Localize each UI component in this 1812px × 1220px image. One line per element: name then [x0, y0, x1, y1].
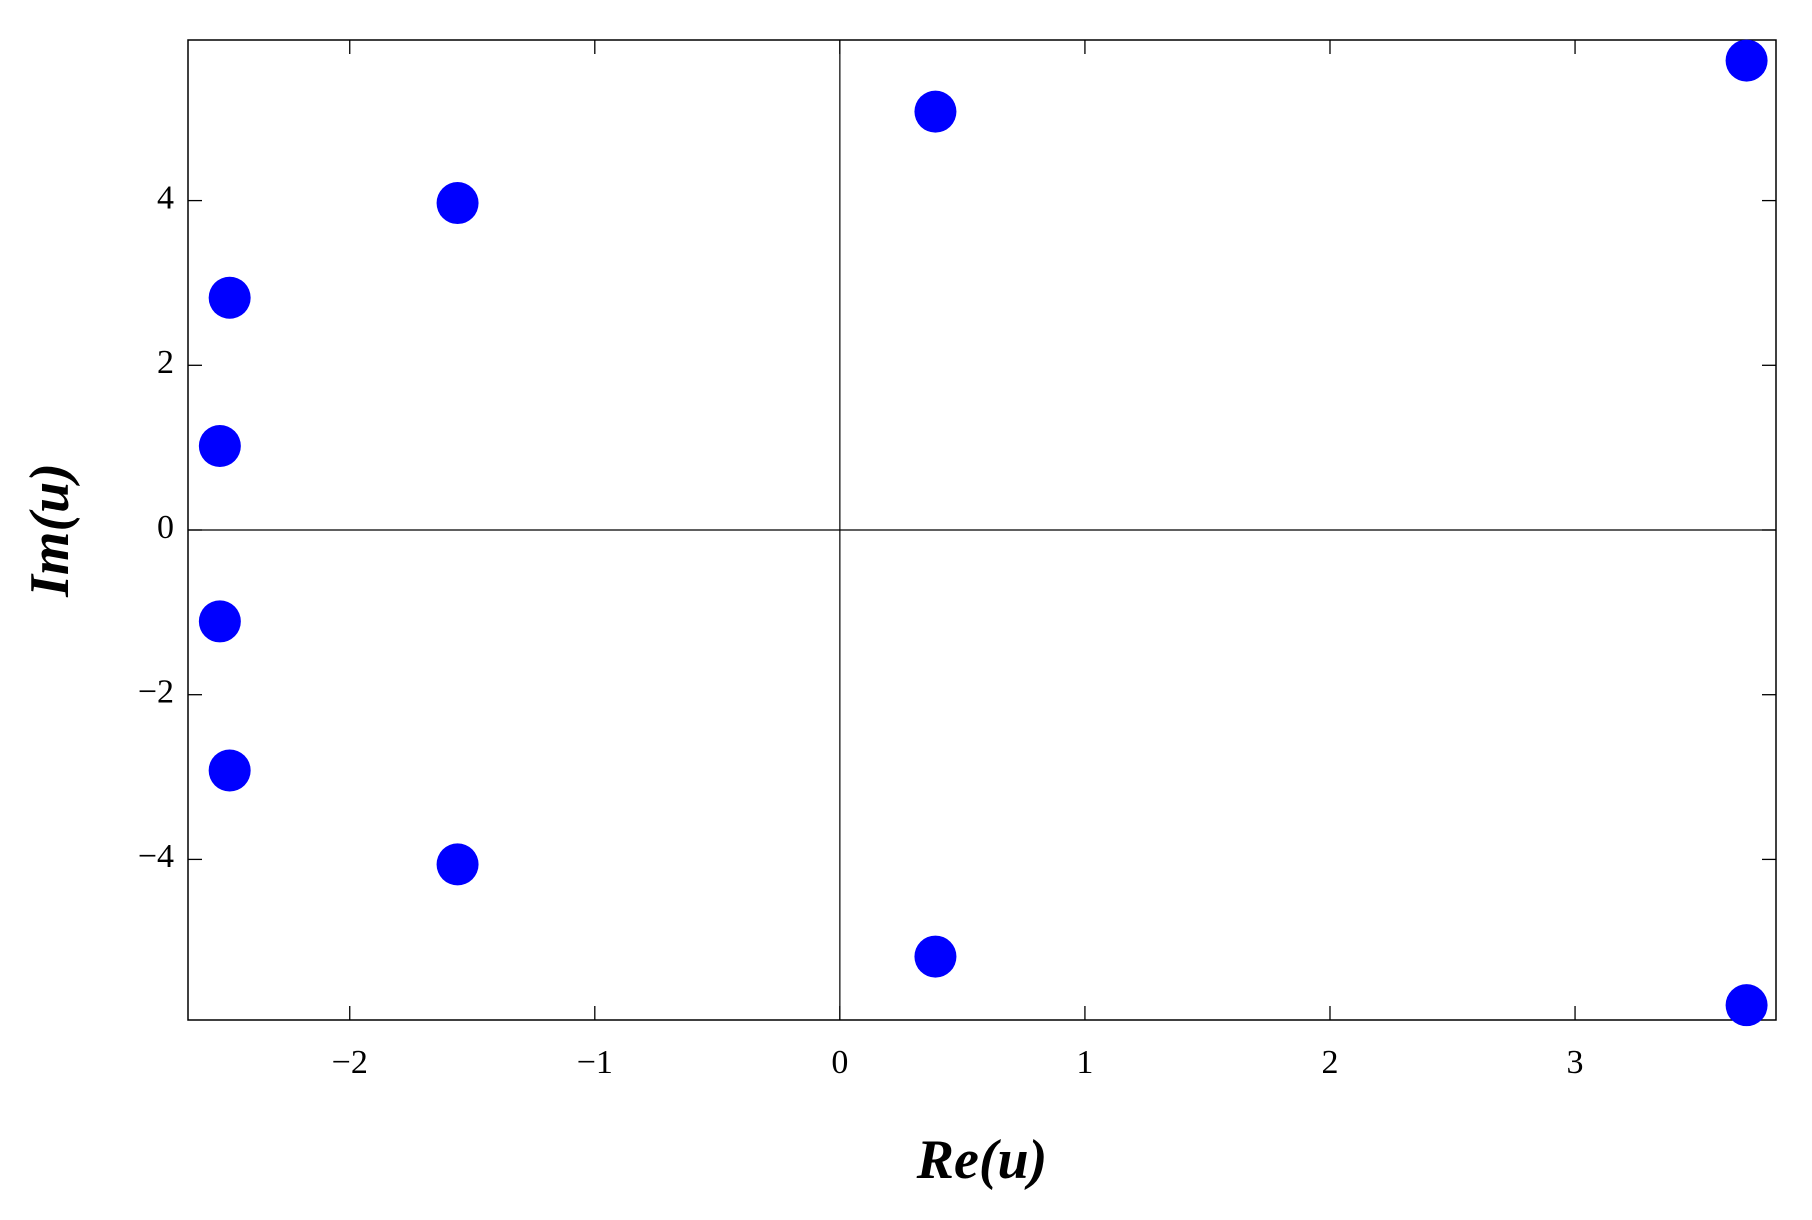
point [914, 90, 957, 133]
x-tick-label: 3 [1567, 1044, 1584, 1081]
point [436, 182, 479, 225]
x-tick-label: 1 [1076, 1044, 1093, 1081]
x-tick-label: −1 [577, 1044, 613, 1081]
x-tick-label: −2 [332, 1044, 368, 1081]
point [198, 600, 241, 643]
y-tick-label: −4 [138, 838, 174, 875]
point [208, 749, 251, 792]
y-tick-label: 4 [157, 179, 174, 216]
y-tick-label: 2 [157, 344, 174, 381]
point [436, 843, 479, 886]
y-axis-title: Im(u) [19, 463, 81, 598]
x-tick-label: 0 [831, 1044, 848, 1081]
point [208, 276, 251, 319]
point [198, 425, 241, 467]
x-tick-label: 2 [1321, 1044, 1338, 1081]
point [1725, 39, 1768, 82]
y-tick-label: 0 [157, 509, 174, 546]
point [914, 935, 957, 978]
x-axis-title: Re(u) [916, 1129, 1048, 1191]
y-tick-label: −2 [138, 674, 174, 711]
point [1725, 984, 1768, 1027]
